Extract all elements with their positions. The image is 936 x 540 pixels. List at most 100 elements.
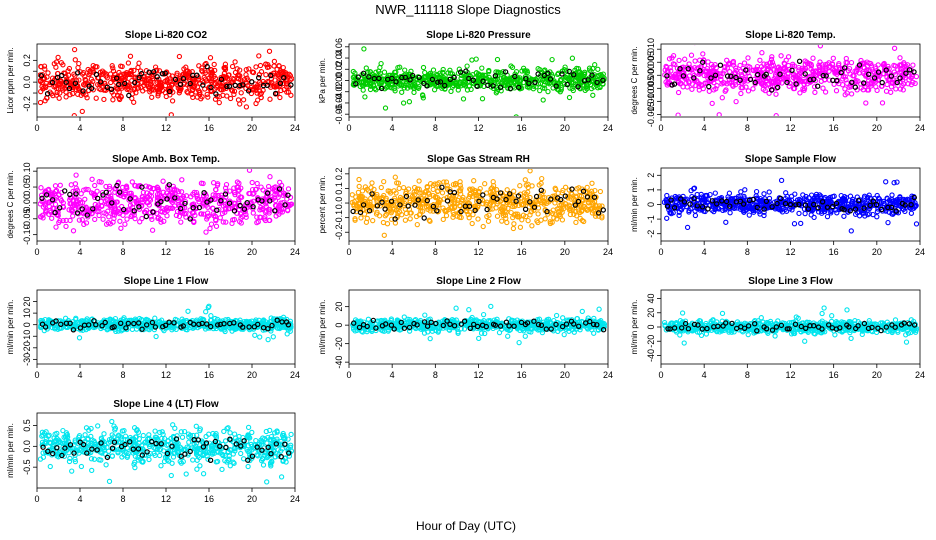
- data-point: [436, 202, 442, 208]
- data-point: [440, 69, 446, 76]
- data-point: [511, 188, 517, 194]
- data-point: [510, 197, 516, 204]
- data-point: [737, 62, 743, 69]
- data-point: [743, 207, 749, 213]
- reference-point: [787, 201, 794, 208]
- y-tick-label: 1: [646, 187, 656, 192]
- data-point: [861, 193, 868, 199]
- x-tick-label: 8: [433, 247, 438, 257]
- data-point: [55, 54, 61, 61]
- reference-point: [533, 193, 540, 200]
- x-tick-label: 16: [204, 123, 214, 133]
- data-point: [257, 91, 263, 98]
- data-point: [743, 201, 749, 207]
- data-point: [249, 179, 255, 186]
- reference-point: [276, 186, 283, 192]
- reference-point: [774, 200, 780, 207]
- reference-point: [90, 206, 96, 212]
- data-point: [749, 202, 755, 208]
- data-point: [552, 185, 558, 191]
- data-point: [897, 69, 903, 75]
- data-point: [590, 202, 596, 208]
- data-point: [811, 84, 818, 90]
- reference-point: [763, 198, 770, 204]
- data-point: [913, 221, 919, 227]
- data-point: [222, 209, 228, 215]
- data-point: [791, 221, 798, 227]
- data-point: [272, 197, 279, 204]
- data-point: [363, 219, 370, 225]
- reference-point: [214, 207, 220, 213]
- data-point: [128, 213, 134, 220]
- reference-point: [752, 79, 758, 86]
- data-point: [71, 46, 78, 53]
- reference-point: [793, 81, 799, 87]
- data-point: [143, 207, 150, 213]
- data-point: [208, 87, 214, 94]
- reference-point: [115, 81, 122, 88]
- data-point: [771, 67, 777, 73]
- data-point: [810, 55, 816, 61]
- data-point: [517, 224, 524, 230]
- data-point: [38, 64, 44, 70]
- reference-point: [476, 198, 482, 204]
- data-point: [450, 214, 456, 220]
- reference-point: [121, 80, 128, 87]
- series-points: [38, 303, 294, 343]
- x-tick-label: 16: [204, 370, 214, 380]
- data-point: [83, 92, 89, 98]
- data-point: [77, 327, 84, 333]
- data-point: [105, 220, 112, 226]
- data-point: [229, 220, 235, 227]
- x-tick-label: 4: [390, 123, 395, 133]
- x-tick-label: 16: [829, 247, 839, 257]
- data-point: [897, 86, 904, 92]
- reference-point: [93, 71, 100, 78]
- data-point: [154, 77, 160, 83]
- data-point: [157, 82, 164, 88]
- data-point: [727, 210, 733, 216]
- data-point: [785, 71, 791, 77]
- data-point: [739, 73, 745, 79]
- data-point: [240, 97, 247, 103]
- x-tick-label: 24: [915, 247, 925, 257]
- data-point: [374, 194, 380, 200]
- data-point: [479, 96, 486, 102]
- reference-point: [784, 79, 790, 86]
- data-point: [399, 89, 405, 95]
- data-point: [127, 53, 134, 59]
- reference-point: [888, 204, 895, 211]
- data-point: [441, 179, 447, 185]
- data-point: [756, 66, 762, 73]
- data-point: [688, 206, 694, 212]
- data-point: [58, 78, 64, 84]
- reference-point: [903, 70, 909, 76]
- reference-point: [677, 65, 683, 72]
- data-point: [155, 91, 161, 97]
- data-point: [667, 65, 673, 71]
- data-point: [49, 191, 55, 197]
- reference-point: [360, 70, 367, 77]
- reference-point: [902, 202, 908, 208]
- reference-point: [360, 202, 367, 208]
- reference-point: [399, 74, 405, 81]
- data-point: [95, 81, 101, 88]
- data-point: [597, 84, 603, 91]
- data-point: [200, 180, 206, 187]
- data-point: [567, 205, 573, 212]
- x-tick-label: 8: [745, 247, 750, 257]
- data-point: [399, 212, 405, 218]
- data-point: [60, 200, 66, 206]
- data-point: [820, 85, 826, 91]
- data-point: [497, 198, 504, 205]
- x-tick-label: 4: [77, 370, 82, 380]
- data-point: [416, 198, 422, 204]
- data-point: [208, 313, 214, 319]
- data-point: [84, 95, 90, 101]
- reference-point: [213, 91, 219, 97]
- data-point: [395, 180, 402, 186]
- data-point: [525, 217, 531, 224]
- data-point: [503, 209, 509, 215]
- reference-point: [49, 79, 56, 86]
